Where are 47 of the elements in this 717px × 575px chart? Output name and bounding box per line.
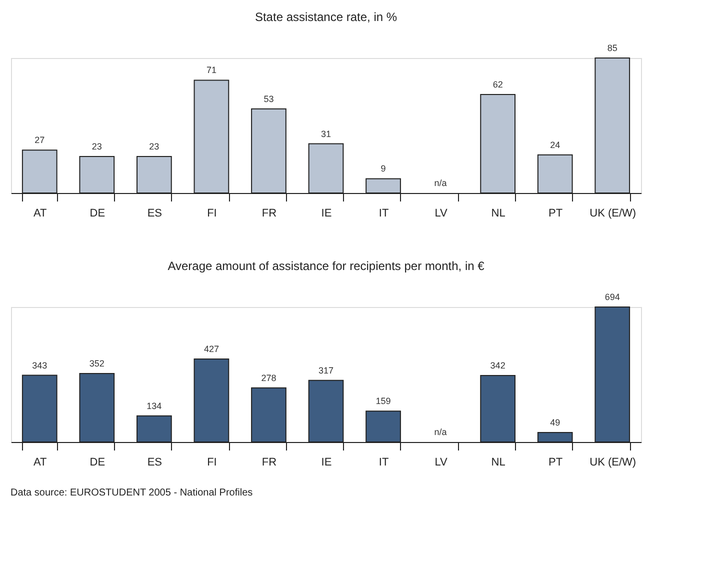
x-tick-label: NL (491, 208, 506, 220)
x-tick-label: IE (321, 456, 332, 468)
x-tick-label: FI (207, 208, 217, 220)
data-label: 317 (318, 365, 334, 376)
data-label: 53 (264, 94, 274, 104)
x-tick-label: AT (34, 208, 48, 220)
x-tick-label: FR (262, 208, 277, 220)
data-label: 9 (380, 164, 386, 174)
x-tick-label: DE (90, 456, 106, 468)
data-label: 694 (604, 292, 620, 302)
x-tick-label: ES (147, 208, 162, 220)
x-tick-label: ES (147, 456, 162, 468)
data-label: 342 (490, 360, 506, 370)
x-tick-label: IE (321, 208, 332, 220)
data-label: 27 (34, 135, 45, 146)
data-label: 352 (89, 358, 104, 369)
x-tick-label: FR (262, 456, 277, 468)
data-label: 23 (92, 141, 102, 152)
data-label: 23 (149, 141, 160, 152)
x-tick-label: UK (E/W) (590, 208, 636, 220)
data-label: 31 (320, 128, 332, 139)
text: n/a (434, 178, 447, 188)
x-tick-label: DE (90, 208, 106, 220)
data-label: 427 (204, 344, 219, 354)
data-label: 85 (607, 43, 618, 53)
chart-title: Average amount of assistance for recipients per month, in € (168, 259, 485, 273)
x-tick-label: IT (378, 456, 389, 468)
x-tick-label: NL (491, 456, 506, 468)
data-label: 278 (261, 372, 276, 383)
x-tick-label: LV (434, 208, 448, 220)
chart-title: State assistance rate, in % (254, 10, 398, 24)
x-tick-label: IT (378, 208, 389, 220)
x-tick-label: UK (E/W) (590, 456, 636, 468)
data-label: 62 (492, 80, 503, 90)
x-tick-label: LV (434, 456, 448, 468)
data-label: 49 (550, 417, 560, 428)
data-label: 159 (376, 396, 391, 406)
text: n/a (434, 427, 447, 437)
data-label: 71 (206, 65, 216, 76)
data-label: 24 (550, 140, 560, 150)
source-note: Data source: EUROSTUDENT 2005 - National Profiles (10, 488, 253, 498)
x-tick-label: FI (207, 456, 217, 468)
x-tick-label: AT (34, 456, 48, 468)
data-label: 343 (32, 360, 48, 370)
x-tick-label: PT (548, 456, 563, 468)
data-label: 134 (146, 400, 162, 411)
x-tick-label: PT (548, 208, 563, 220)
